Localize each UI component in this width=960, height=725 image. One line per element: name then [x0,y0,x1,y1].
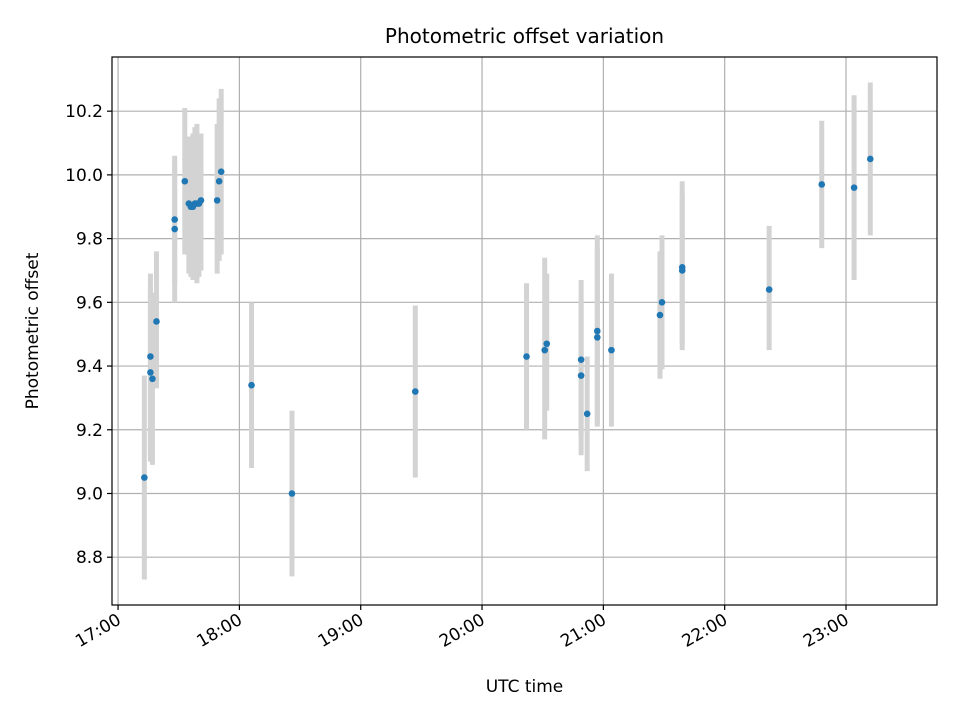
data-point [850,184,858,191]
data-point [593,334,601,341]
y-axis-label: Photometric offset [23,252,43,409]
data-point [866,155,874,163]
data-point [149,375,156,383]
data-point [593,327,601,335]
data-point [147,369,154,376]
y-tick-label: 9.8 [76,230,103,250]
plot-frame [111,56,938,606]
chart-title: Photometric offset variation [385,24,664,48]
y-tick-label: 10.0 [65,166,103,186]
data-point [656,311,664,319]
y-tick-label: 9.6 [76,293,103,313]
data-point [141,474,148,481]
data-point [543,340,551,348]
data-point [213,197,221,204]
data-point [577,356,585,363]
point-layer [141,155,874,497]
data-point [215,177,223,185]
data-point [523,353,530,360]
data-point [765,286,773,293]
data-point [197,197,205,204]
data-point [171,216,178,223]
y-tick-label: 9.0 [76,484,103,504]
data-point [153,318,160,325]
data-point [181,177,189,185]
data-point [658,299,666,306]
data-point [288,490,296,497]
data-point [171,225,178,233]
data-point [818,181,826,188]
data-point [577,372,585,379]
data-point [412,388,419,395]
y-tick-label: 10.2 [65,102,103,122]
data-point [608,346,615,354]
data-point [147,353,154,360]
data-point [678,267,686,274]
data-point [583,410,591,418]
y-tick-label: 9.2 [76,421,103,441]
y-tick-label: 8.8 [76,548,103,568]
data-point [541,346,549,354]
x-axis-label: UTC time [486,677,564,697]
y-tick-label: 9.4 [76,357,103,377]
data-point [248,381,255,389]
data-point [217,168,225,175]
